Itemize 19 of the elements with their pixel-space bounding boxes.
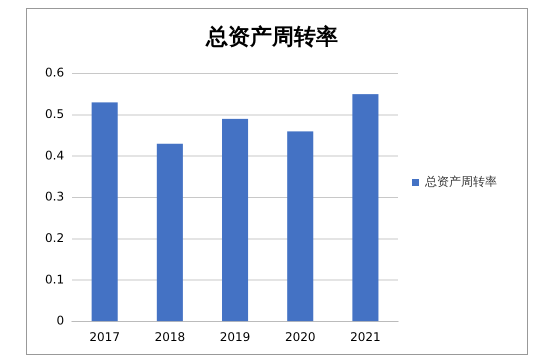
bar bbox=[287, 131, 314, 322]
x-tick-label: 2017 bbox=[89, 330, 120, 344]
bar bbox=[156, 144, 183, 322]
y-tick-label: 0.4 bbox=[44, 148, 64, 162]
x-tick-label: 2019 bbox=[220, 330, 250, 344]
chart-title: 总资产周转率 bbox=[205, 24, 338, 50]
bar bbox=[352, 94, 378, 322]
y-tick-label: 0.2 bbox=[44, 230, 64, 245]
bar bbox=[222, 118, 248, 322]
x-tick-label: 2021 bbox=[350, 330, 381, 344]
x-tick-label: 2020 bbox=[284, 330, 316, 344]
y-tick-label: 0 bbox=[56, 314, 64, 328]
y-tick-label: 0.1 bbox=[44, 272, 64, 286]
y-tick-label: 0.3 bbox=[44, 190, 64, 204]
legend-label: 总资产周转率 bbox=[424, 174, 497, 189]
y-tick-label: 0.6 bbox=[44, 66, 64, 80]
bar bbox=[92, 102, 118, 322]
y-tick-label: 0.5 bbox=[44, 106, 64, 121]
x-tick-label: 2018 bbox=[154, 330, 186, 344]
